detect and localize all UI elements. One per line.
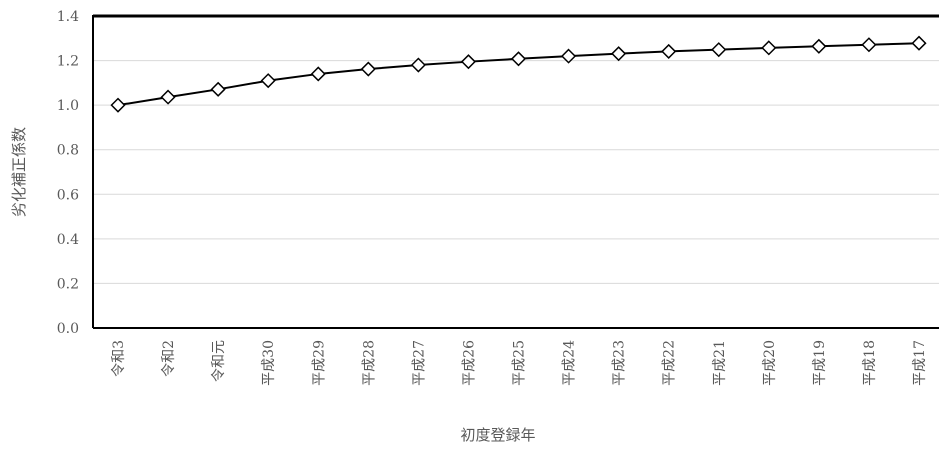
x-tick-label: 平成20 [762,340,778,386]
data-point-marker [160,89,176,105]
axes [92,14,939,329]
x-axis-title: 初度登録年 [460,426,535,444]
x-tick-label: 平成17 [912,340,928,386]
data-point-marker [260,73,276,89]
y-tick-label: 0.4 [57,232,79,248]
y-tick-labels: 0.0 0.2 0.4 0.6 0.8 1.0 1.2 1.4 [57,9,79,337]
y-tick-label: 0.2 [57,276,79,292]
x-tick-label: 令和元 [211,340,227,382]
data-point-marker [711,42,727,58]
y-tick-label: 1.2 [57,54,79,70]
y-tick-label: 1.4 [57,9,79,25]
data-point-marker [661,43,677,59]
y-tick-label: 0.0 [57,321,79,337]
x-tick-label: 平成27 [411,340,427,386]
x-tick-label: 平成26 [461,340,477,386]
data-point-marker [510,51,527,67]
x-tick-labels: 令和3 令和2 令和元 平成30 平成29 平成28 平成27 平成26 平成25 平成24 平成2… [111,340,928,386]
data-point-marker [310,66,326,82]
x-tick-label: 令和2 [161,340,177,377]
data-point-marker [861,37,877,53]
x-tick-label: 平成25 [512,340,528,386]
data-point-marker [210,81,226,97]
x-tick-label: 平成23 [612,340,628,386]
y-tick-label: 0.6 [57,187,79,203]
x-tick-label: 平成30 [261,340,277,386]
data-point-marker [360,61,376,77]
y-tick-label: 0.8 [57,143,79,159]
data-point-marker [561,48,577,64]
data-point-marker [811,38,827,54]
x-tick-label: 平成24 [562,340,578,386]
y-axis-title: 劣化補正係数 [10,127,28,217]
data-point-marker [911,35,927,51]
x-tick-label: 平成19 [812,340,828,386]
x-tick-label: 平成22 [662,340,678,386]
x-tick-label: 平成29 [311,340,327,386]
data-point-marker [410,57,426,73]
y-tick-label: 1.0 [57,98,79,114]
data-point-marker [110,97,126,113]
x-tick-label: 平成21 [712,340,728,386]
x-tick-label: 平成28 [361,340,377,386]
x-tick-label: 令和3 [111,340,127,377]
x-tick-label: 平成18 [862,340,878,386]
series-layer [110,35,927,113]
data-point-marker [460,54,476,70]
data-point-marker [761,40,777,56]
data-point-marker [611,46,627,62]
